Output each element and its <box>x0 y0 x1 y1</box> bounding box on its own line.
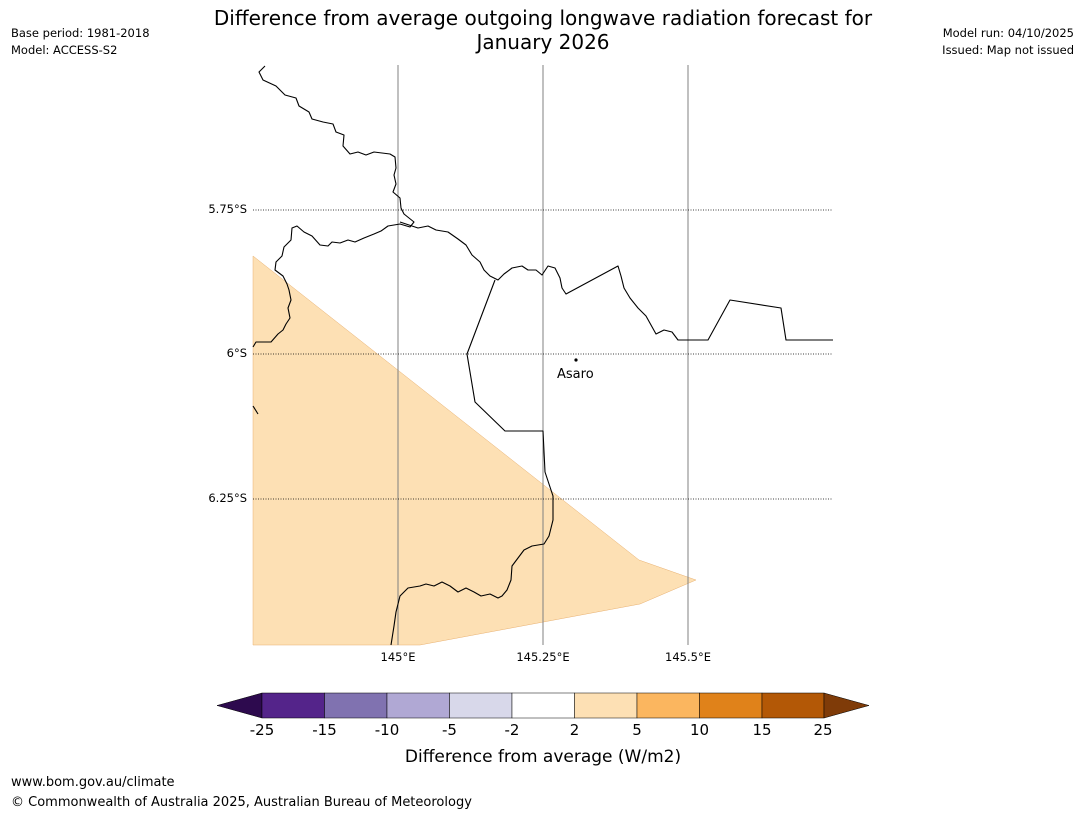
colorbar-segment <box>386 692 450 719</box>
colorbar-label: Difference from average (W/m2) <box>405 747 681 767</box>
lat-label-5-75: 5.75°S <box>208 202 247 216</box>
model-run: Model run: 04/10/2025 <box>942 26 1074 40</box>
model-name: Model: ACCESS-S2 <box>11 43 118 57</box>
colorbar-segment <box>449 692 513 719</box>
colorbar-extend-high <box>823 692 870 719</box>
asaro-label: Asaro <box>557 367 594 382</box>
colorbar-segment <box>574 692 638 719</box>
boundary-north-west <box>252 65 415 348</box>
issued-status: Issued: Map not issued <box>942 43 1074 57</box>
anomaly-region <box>252 255 697 646</box>
colorbar-tick: 15 <box>752 721 771 739</box>
colorbar-tick: -10 <box>375 721 400 739</box>
footer-copyright: © Commonwealth of Australia 2025, Austra… <box>11 795 472 810</box>
colorbar-tick: 10 <box>690 721 709 739</box>
colorbar-tick: -15 <box>312 721 337 739</box>
title-line-1: Difference from average outgoing longwav… <box>213 6 873 30</box>
title-line-2: January 2026 <box>476 30 610 54</box>
colorbar-segment <box>324 692 388 719</box>
colorbar-segment <box>636 692 700 719</box>
colorbar-tick: 25 <box>813 721 832 739</box>
boundary-province-inner <box>390 279 554 646</box>
colorbar-tick: -2 <box>505 721 520 739</box>
lat-label-6: 6°S <box>227 346 247 360</box>
colorbar-tick: -5 <box>442 721 457 739</box>
colorbar-segment <box>761 692 825 719</box>
colorbar-segment <box>511 692 575 719</box>
colorbar-segment <box>261 692 325 719</box>
lat-label-6-25: 6.25°S <box>208 491 247 505</box>
footer-url[interactable]: www.bom.gov.au/climate <box>11 775 175 790</box>
corner-info-right: Model run: 04/10/2025 Issued: Map not is… <box>942 25 1074 59</box>
lon-label-145: 145°E <box>381 650 416 664</box>
colorbar-segment <box>699 692 763 719</box>
colorbar-tick: 2 <box>570 721 580 739</box>
map-title: Difference from average outgoing longwav… <box>193 6 893 54</box>
colorbar: -25 -15 -10 -5 -2 2 5 10 15 25 Differenc… <box>216 692 870 767</box>
base-period: Base period: 1981-2018 <box>11 26 150 40</box>
lon-label-145-25: 145.25°E <box>516 650 569 664</box>
lon-label-145-5: 145.5°E <box>665 650 711 664</box>
corner-info-left: Base period: 1981-2018 Model: ACCESS-S2 <box>11 25 150 59</box>
boundary-west-stub <box>252 405 259 415</box>
colorbar-tick: 5 <box>632 721 642 739</box>
colorbar-tick: -25 <box>250 721 275 739</box>
asaro-marker <box>574 358 578 362</box>
boundary-central-north <box>399 221 833 341</box>
colorbar-extend-low <box>216 692 263 719</box>
